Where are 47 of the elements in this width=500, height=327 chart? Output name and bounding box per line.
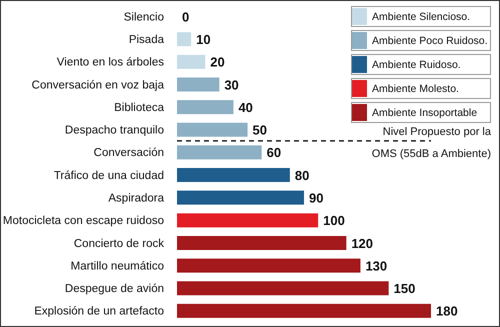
bar bbox=[177, 304, 431, 318]
y-tick-label: Aspiradora bbox=[108, 192, 165, 204]
bar bbox=[177, 213, 318, 228]
data-label: 130 bbox=[365, 258, 388, 274]
data-label: 100 bbox=[323, 213, 345, 228]
data-label: 30 bbox=[224, 77, 239, 92]
y-tick-label: Concierto de rock bbox=[74, 238, 164, 250]
annotation: Nivel Propuesto por la OMS (55dB a Ambiente) bbox=[372, 126, 492, 160]
y-tick-label: Explosión de un artefacto bbox=[34, 306, 164, 318]
y-tick-label: Despegue de avión bbox=[64, 283, 164, 296]
y-tick-label: Biblioteca bbox=[114, 102, 165, 114]
data-label: 50 bbox=[252, 122, 268, 138]
y-tick-label: Conversación bbox=[94, 147, 164, 160]
bar bbox=[177, 100, 234, 114]
data-label: 10 bbox=[196, 32, 211, 47]
bar bbox=[177, 54, 206, 69]
bar bbox=[177, 258, 360, 273]
bar bbox=[177, 168, 290, 182]
bar bbox=[177, 77, 220, 92]
data-label: 90 bbox=[309, 190, 324, 206]
y-tick-label: Viento en los árboles bbox=[56, 56, 164, 69]
y-tick-label: Despacho tranquilo bbox=[64, 124, 164, 137]
legend-label: Ambiente Poco Ruidoso. bbox=[372, 34, 488, 46]
data-label: 180 bbox=[436, 304, 458, 319]
legend-label: Ambiente Molesto. bbox=[372, 82, 459, 94]
y-tick-label: Conversación en voz baja bbox=[32, 79, 165, 92]
data-label: 40 bbox=[238, 100, 253, 115]
bar bbox=[177, 122, 248, 137]
data-label: 150 bbox=[394, 281, 416, 296]
bar bbox=[177, 236, 346, 250]
y-tick-label: Motocicleta con escape ruidoso bbox=[2, 215, 164, 228]
data-label: 0 bbox=[182, 9, 190, 24]
y-tick-label: Tráfico de una ciudad bbox=[54, 170, 164, 182]
data-label: 60 bbox=[266, 145, 282, 160]
bar bbox=[177, 190, 304, 205]
data-label: 120 bbox=[351, 236, 374, 251]
bar bbox=[177, 32, 192, 46]
bar bbox=[177, 145, 262, 160]
legend-label: Ambiente Insoportable bbox=[372, 106, 478, 118]
data-label: 20 bbox=[210, 54, 225, 70]
y-tick-label: Pisada bbox=[128, 34, 165, 46]
data-label: 80 bbox=[294, 168, 310, 183]
legend-label: Ambiente Silencioso. bbox=[372, 10, 470, 22]
bar bbox=[177, 281, 389, 296]
y-tick-label: Martillo neumático bbox=[70, 260, 164, 272]
y-tick-label: Silencio bbox=[124, 11, 164, 24]
legend-label: Ambiente Ruidoso. bbox=[372, 58, 461, 70]
